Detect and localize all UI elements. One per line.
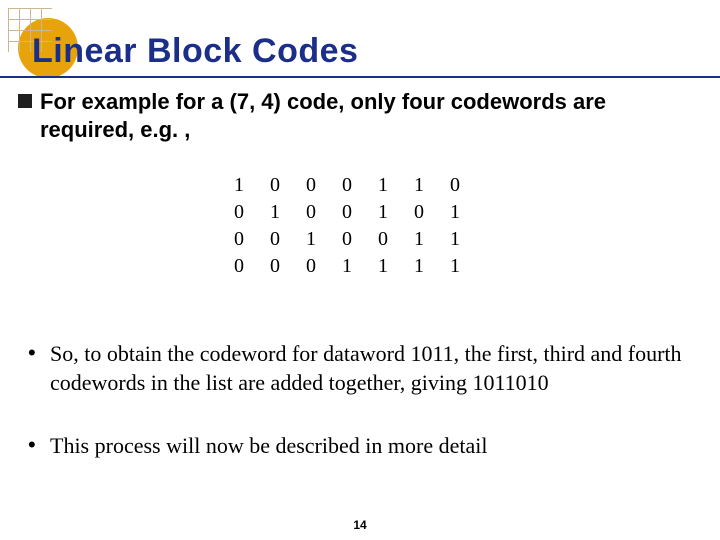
square-bullet-icon bbox=[18, 94, 32, 108]
matrix-cell: 1 bbox=[340, 255, 354, 278]
matrix-cell: 1 bbox=[448, 255, 462, 278]
matrix-cell: 0 bbox=[340, 174, 354, 197]
matrix-cell: 1 bbox=[232, 174, 246, 197]
matrix-cell: 0 bbox=[232, 228, 246, 251]
matrix-cell: 1 bbox=[412, 228, 426, 251]
title-underline bbox=[0, 76, 720, 78]
matrix-cell: 1 bbox=[376, 174, 390, 197]
intro-text: For example for a (7, 4) code, only four… bbox=[40, 88, 680, 143]
matrix-cell: 1 bbox=[448, 201, 462, 224]
matrix-cell: 0 bbox=[304, 174, 318, 197]
matrix-cell: 0 bbox=[268, 255, 282, 278]
point-1: So, to obtain the codeword for dataword … bbox=[50, 340, 690, 397]
matrix-cell: 0 bbox=[268, 174, 282, 197]
matrix-cell: 1 bbox=[376, 201, 390, 224]
slide-title: Linear Block Codes bbox=[32, 32, 358, 71]
page-number: 14 bbox=[0, 518, 720, 532]
matrix-cell: 1 bbox=[376, 255, 390, 278]
matrix-cell: 1 bbox=[412, 174, 426, 197]
matrix-cell: 0 bbox=[412, 201, 426, 224]
matrix-cell: 0 bbox=[268, 228, 282, 251]
matrix-cell: 1 bbox=[304, 228, 318, 251]
matrix-cell: 0 bbox=[304, 255, 318, 278]
matrix-cell: 0 bbox=[340, 228, 354, 251]
bullet-dot-icon: • bbox=[28, 432, 36, 458]
matrix-cell: 0 bbox=[232, 255, 246, 278]
codeword-matrix: 1000110010010100100110001111 bbox=[210, 170, 484, 282]
matrix-cell: 1 bbox=[448, 228, 462, 251]
bullet-dot-icon: • bbox=[28, 340, 36, 366]
matrix-cell: 0 bbox=[304, 201, 318, 224]
matrix-cell: 0 bbox=[340, 201, 354, 224]
matrix-cell: 1 bbox=[268, 201, 282, 224]
point-2: This process will now be described in mo… bbox=[50, 432, 690, 461]
matrix-cell: 1 bbox=[412, 255, 426, 278]
matrix-cell: 0 bbox=[376, 228, 390, 251]
matrix-cell: 0 bbox=[232, 201, 246, 224]
matrix-cell: 0 bbox=[448, 174, 462, 197]
